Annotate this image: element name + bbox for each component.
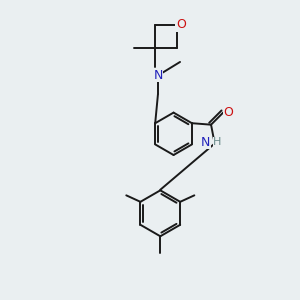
Text: N: N [201,136,210,149]
Text: H: H [213,137,222,147]
Text: O: O [224,106,233,119]
Text: O: O [176,18,186,32]
Text: N: N [153,69,163,82]
